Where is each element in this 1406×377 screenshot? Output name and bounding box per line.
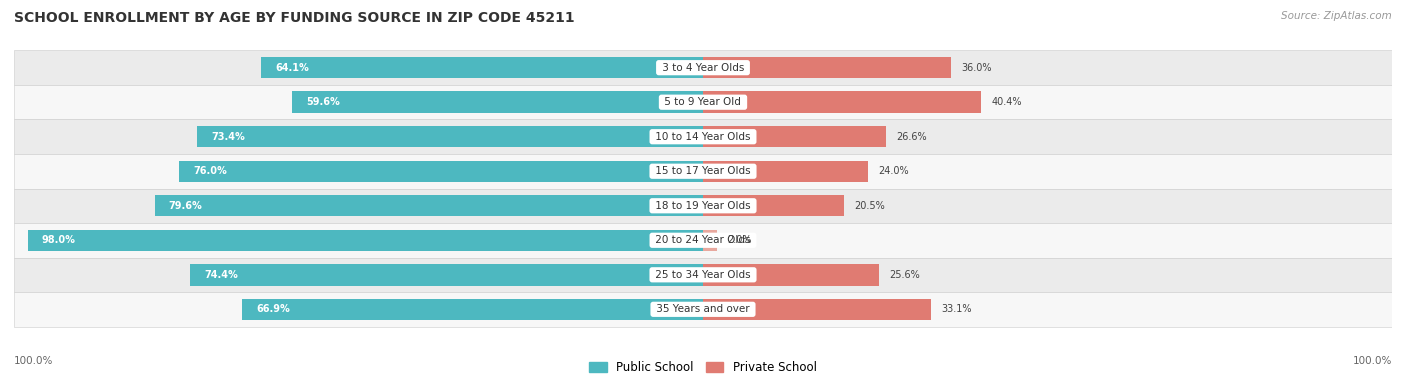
Text: 3 to 4 Year Olds: 3 to 4 Year Olds — [658, 63, 748, 73]
Bar — [703, 195, 844, 216]
Bar — [242, 299, 703, 320]
Text: 20 to 24 Year Olds: 20 to 24 Year Olds — [652, 235, 754, 245]
Bar — [14, 292, 1392, 326]
Bar — [292, 92, 703, 113]
Bar — [14, 120, 1392, 154]
Bar — [703, 92, 981, 113]
Bar — [190, 264, 703, 285]
Text: 73.4%: 73.4% — [211, 132, 245, 142]
Text: 25.6%: 25.6% — [890, 270, 921, 280]
Text: 64.1%: 64.1% — [276, 63, 309, 73]
Text: Source: ZipAtlas.com: Source: ZipAtlas.com — [1281, 11, 1392, 21]
Text: 100.0%: 100.0% — [14, 356, 53, 366]
Bar — [703, 264, 879, 285]
Legend: Public School, Private School: Public School, Private School — [586, 357, 820, 377]
Text: 76.0%: 76.0% — [193, 166, 226, 176]
Text: 40.4%: 40.4% — [991, 97, 1022, 107]
Text: 66.9%: 66.9% — [256, 304, 290, 314]
Bar — [703, 161, 869, 182]
Text: 26.6%: 26.6% — [897, 132, 927, 142]
Text: 20.5%: 20.5% — [855, 201, 886, 211]
Text: 79.6%: 79.6% — [169, 201, 202, 211]
Text: 18 to 19 Year Olds: 18 to 19 Year Olds — [652, 201, 754, 211]
Text: SCHOOL ENROLLMENT BY AGE BY FUNDING SOURCE IN ZIP CODE 45211: SCHOOL ENROLLMENT BY AGE BY FUNDING SOUR… — [14, 11, 575, 25]
Text: 2.0%: 2.0% — [727, 235, 752, 245]
Bar — [703, 126, 886, 147]
Text: 25 to 34 Year Olds: 25 to 34 Year Olds — [652, 270, 754, 280]
Text: 100.0%: 100.0% — [1353, 356, 1392, 366]
Text: 59.6%: 59.6% — [307, 97, 340, 107]
Text: 98.0%: 98.0% — [42, 235, 76, 245]
Bar — [14, 154, 1392, 188]
Text: 15 to 17 Year Olds: 15 to 17 Year Olds — [652, 166, 754, 176]
Bar — [197, 126, 703, 147]
Bar — [14, 257, 1392, 292]
Bar — [703, 57, 950, 78]
Bar — [14, 223, 1392, 257]
Text: 5 to 9 Year Old: 5 to 9 Year Old — [661, 97, 745, 107]
Bar — [703, 230, 717, 251]
Bar — [14, 85, 1392, 120]
Text: 10 to 14 Year Olds: 10 to 14 Year Olds — [652, 132, 754, 142]
Text: 35 Years and over: 35 Years and over — [652, 304, 754, 314]
Bar — [180, 161, 703, 182]
Bar — [14, 188, 1392, 223]
Bar — [28, 230, 703, 251]
Bar — [155, 195, 703, 216]
Bar — [703, 299, 931, 320]
Bar — [14, 51, 1392, 85]
Text: 24.0%: 24.0% — [879, 166, 910, 176]
Text: 33.1%: 33.1% — [942, 304, 972, 314]
Text: 36.0%: 36.0% — [962, 63, 991, 73]
Bar — [262, 57, 703, 78]
Text: 74.4%: 74.4% — [204, 270, 238, 280]
